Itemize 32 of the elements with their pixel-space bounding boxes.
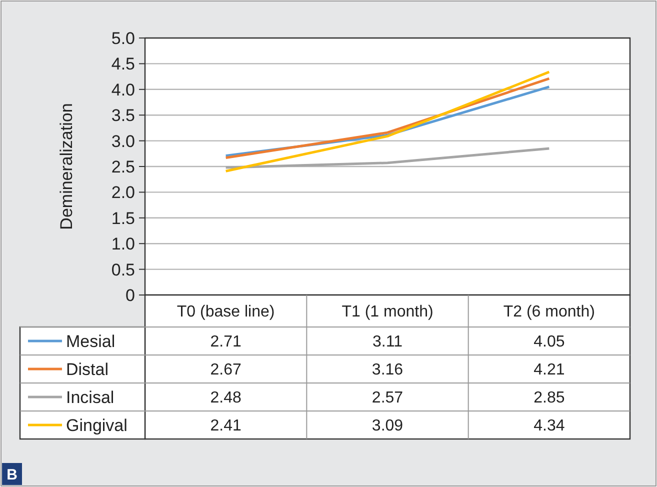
y-tick-label: 1.0 <box>111 234 135 254</box>
data-label: 2.67 <box>210 362 242 379</box>
text: B <box>6 466 18 484</box>
y-tick-label: 3.0 <box>111 132 135 151</box>
y-tick-label: 3.5 <box>111 106 135 126</box>
data-label: 2.48 <box>210 390 242 407</box>
y-tick-label: 2.0 <box>111 183 135 202</box>
x-tick-label: T0 (base line) <box>176 304 275 321</box>
y-tick-label: 4.5 <box>111 54 135 74</box>
data-label: 3.11 <box>372 334 403 351</box>
legend-label: Gingival <box>66 416 128 435</box>
data-label: 2.41 <box>210 418 242 435</box>
data-label: 2.57 <box>372 390 404 407</box>
y-tick-label: 1.5 <box>111 208 135 228</box>
y-tick-label: 0 <box>126 286 135 305</box>
y-tick-label: 0.5 <box>111 260 135 280</box>
x-tick-label: T1 (1 month) <box>342 304 434 321</box>
legend-label: Mesial <box>66 332 116 351</box>
data-label: 4.05 <box>534 334 565 351</box>
data-label: 2.85 <box>534 390 565 407</box>
data-label: 4.21 <box>534 362 565 379</box>
y-tick-label: 2.5 <box>111 157 135 176</box>
y-tick-label: 5.0 <box>111 28 135 48</box>
data-label: 4.34 <box>534 418 565 435</box>
data-label: 2.71 <box>210 334 242 351</box>
x-tick-label: T2 (6 month) <box>503 304 595 321</box>
y-tick-label: 4.0 <box>111 80 135 100</box>
legend-label: Distal <box>66 360 109 379</box>
y-axis-title: Demineralization <box>57 103 76 230</box>
data-label: 3.09 <box>372 418 404 435</box>
data-label: 3.16 <box>372 362 404 379</box>
legend-label: Incisal <box>66 388 114 407</box>
